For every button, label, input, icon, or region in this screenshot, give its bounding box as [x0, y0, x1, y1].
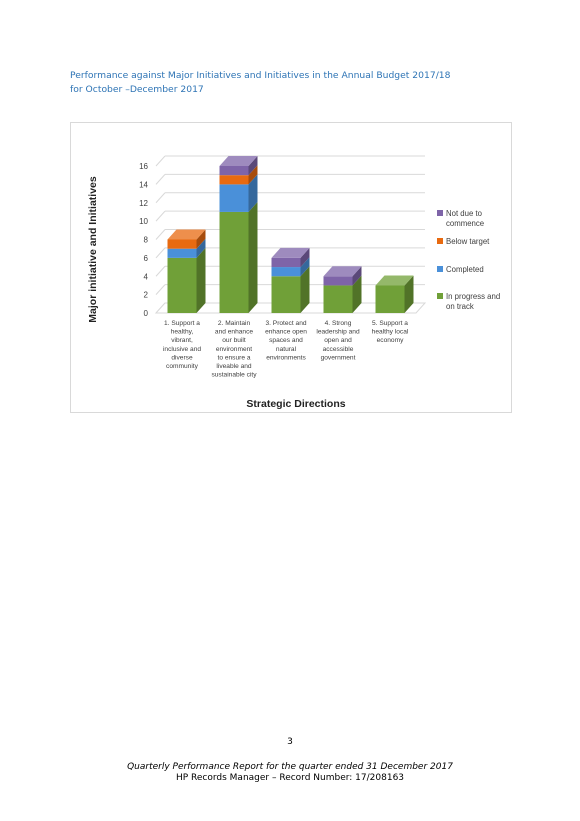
initiatives-chart: 0 2 4 6 8 10 12 14 16 Major initiative and Initia… [70, 122, 512, 413]
bar-segment-side [300, 257, 310, 277]
category-label: diverse [171, 354, 193, 361]
gridline-side [155, 247, 166, 259]
bar-segment-front [271, 257, 301, 268]
category-label: enhance open [265, 329, 307, 336]
y-axis-title: Major initiative and Initiatives [87, 176, 99, 323]
legend-swatch [437, 238, 443, 244]
category-label: healthy local [372, 329, 409, 336]
category-label: and enhance [215, 329, 253, 336]
heading-line-1: Performance against Major Initiatives an… [70, 70, 451, 81]
footer-report-title: Quarterly Performance Report for the qua… [127, 762, 453, 772]
category-label: government [321, 354, 356, 361]
gridline-side [155, 284, 166, 295]
legend-swatch [437, 266, 443, 272]
bar-segment-side [352, 275, 362, 313]
gridline-side [155, 192, 166, 204]
bar-segment-front [375, 285, 405, 313]
bar-segment-side [248, 156, 258, 176]
y-tick-label: 4 [144, 272, 149, 281]
category-label: liveable and [216, 363, 252, 370]
category-label: environment [216, 346, 252, 353]
bar-segment-front [323, 285, 353, 313]
category-label: 3. Protect and [265, 320, 306, 327]
y-tick-label: 10 [139, 217, 148, 226]
bar-segment-side [196, 247, 206, 313]
gridline-side [155, 174, 166, 185]
bar-segment-front [167, 248, 197, 258]
bar-segment-front [219, 166, 249, 176]
legend-label: Completed [446, 265, 484, 274]
category-label: 2. Maintain [218, 320, 251, 327]
gridline-side [155, 210, 166, 222]
bar-segment-side [352, 266, 362, 286]
y-tick-label: 0 [144, 309, 149, 318]
y-tick-label: 12 [139, 199, 148, 208]
bar-segment-side [248, 174, 258, 212]
bar-top-face [323, 266, 362, 277]
bar-segment-side [248, 165, 258, 185]
legend-swatch [437, 210, 443, 216]
category-label: vibrant, [171, 337, 193, 344]
category-label: natural [276, 346, 297, 353]
legend-label: commence [446, 219, 484, 228]
gridline-side [155, 229, 166, 240]
bar-segment-side [196, 238, 206, 258]
legend-label: In progress and [446, 292, 500, 301]
y-tick-label: 14 [139, 180, 148, 189]
bar-top-face [375, 275, 414, 286]
category-label: sustainable city [211, 372, 257, 379]
heading-line-2: for October –December 2017 [70, 84, 204, 95]
y-tick-label: 16 [139, 162, 148, 171]
category-label: our built [222, 337, 246, 344]
bar-segment-front [271, 267, 301, 277]
bar-segment-side [300, 266, 310, 313]
category-label: accessible [323, 346, 354, 353]
category-label: community [166, 363, 199, 370]
bar-top-face [167, 229, 206, 240]
y-tick-label: 8 [144, 236, 149, 245]
report-heading: Performance against Major Initiatives an… [70, 69, 530, 97]
bar-segment-front [167, 257, 197, 313]
legend-label: Not due to [446, 209, 483, 218]
category-label: leadership and [316, 329, 360, 336]
bar-segment-side [404, 275, 414, 313]
category-label: spaces and [269, 337, 303, 344]
category-label: environments [266, 354, 306, 361]
category-label: open and [324, 337, 352, 344]
chart-canvas: 0 2 4 6 8 10 12 14 16 Major initiative and Initia… [87, 155, 500, 410]
category-label: 5. Support a [372, 320, 408, 327]
category-label: inclusive and [163, 346, 201, 353]
legend-swatch [437, 293, 443, 299]
gridline-side [155, 265, 166, 277]
bar-segment-side [196, 229, 206, 249]
footer-record-number: HP Records Manager – Record Number: 17/2… [175, 773, 405, 783]
bar-segment-front [219, 184, 249, 212]
legend-label: Below target [446, 237, 490, 246]
page-number: 3 [287, 737, 293, 747]
bar-segment-front [271, 276, 301, 313]
bar-top-face [219, 156, 258, 166]
y-tick-label: 2 [144, 291, 149, 300]
bar-top-face [271, 247, 310, 258]
bar-segment-front [219, 211, 249, 313]
category-label: 4. Strong [325, 320, 352, 327]
bar-segment-side [248, 201, 258, 313]
category-label: healthy, [171, 329, 194, 336]
x-axis-title: Strategic Directions [246, 398, 345, 410]
category-label: to ensure a [218, 354, 251, 361]
bar-segment-front [323, 276, 353, 286]
bar-segment-front [167, 239, 197, 249]
category-label: economy [377, 337, 404, 344]
y-tick-label: 6 [144, 254, 149, 263]
bar-segment-front [219, 175, 249, 185]
category-label: 1. Support a [164, 320, 200, 327]
gridline-side [155, 155, 166, 167]
bar-segment-side [300, 247, 310, 268]
legend-label: on track [446, 302, 474, 311]
page-footer: Quarterly Performance Report for the qua… [0, 762, 580, 784]
